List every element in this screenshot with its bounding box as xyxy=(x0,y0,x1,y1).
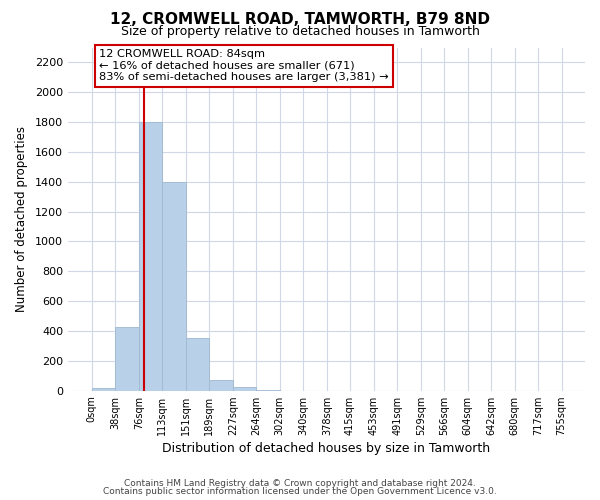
Text: 12, CROMWELL ROAD, TAMWORTH, B79 8ND: 12, CROMWELL ROAD, TAMWORTH, B79 8ND xyxy=(110,12,490,28)
Text: Contains HM Land Registry data © Crown copyright and database right 2024.: Contains HM Land Registry data © Crown c… xyxy=(124,478,476,488)
Bar xyxy=(115,326,139,390)
Bar xyxy=(139,122,162,390)
Text: Size of property relative to detached houses in Tamworth: Size of property relative to detached ho… xyxy=(121,25,479,38)
Bar xyxy=(92,388,115,390)
Text: 12 CROMWELL ROAD: 84sqm
← 16% of detached houses are smaller (671)
83% of semi-d: 12 CROMWELL ROAD: 84sqm ← 16% of detache… xyxy=(99,49,389,82)
X-axis label: Distribution of detached houses by size in Tamworth: Distribution of detached houses by size … xyxy=(163,442,491,455)
Bar xyxy=(209,380,233,390)
Y-axis label: Number of detached properties: Number of detached properties xyxy=(15,126,28,312)
Bar xyxy=(233,387,256,390)
Text: Contains public sector information licensed under the Open Government Licence v3: Contains public sector information licen… xyxy=(103,487,497,496)
Bar xyxy=(185,338,209,390)
Bar xyxy=(162,182,185,390)
